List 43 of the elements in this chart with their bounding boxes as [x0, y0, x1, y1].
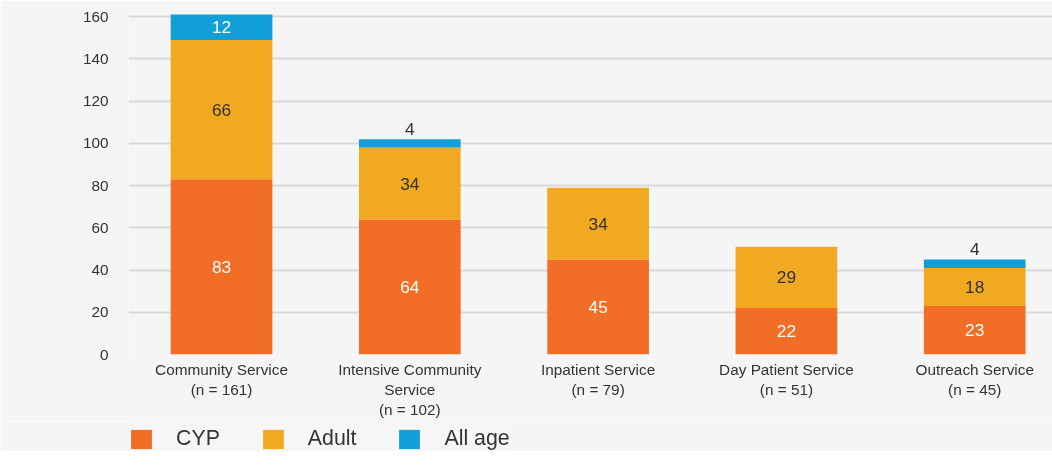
x-tick-label: Day Patient Service (n = 51)	[719, 360, 854, 398]
bar	[358, 147, 461, 220]
data-label: 22	[776, 321, 797, 342]
bar	[170, 179, 273, 355]
data-label: 45	[588, 297, 608, 317]
data-label: 4	[405, 119, 416, 140]
data-label: 83	[211, 256, 232, 277]
bar	[923, 259, 1026, 268]
data-label: 34	[588, 213, 609, 234]
bar	[170, 14, 273, 40]
y-tick-label: 160	[82, 7, 109, 25]
y-tick-label: 120	[82, 92, 109, 110]
bar	[547, 259, 649, 355]
data-label: 23	[965, 320, 985, 341]
bar	[735, 308, 838, 355]
y-tick-label: 60	[91, 218, 109, 236]
legend-label: CYP	[176, 426, 220, 451]
x-tick-label: Inpatient Service (n = 79)	[541, 360, 656, 398]
x-tick-label: Community Service (n = 161)	[155, 360, 288, 398]
bar	[923, 305, 1026, 355]
bar	[923, 267, 1026, 306]
x-tick-label: Intensive Community Service (n = 102)	[338, 360, 482, 419]
data-label: 64	[400, 276, 420, 297]
bar	[170, 39, 273, 180]
data-label: 34	[400, 173, 420, 194]
x-tick-label: Outreach Service (n = 45)	[915, 360, 1034, 398]
bar	[735, 246, 838, 309]
data-label: 29	[776, 267, 797, 288]
y-tick-label: 140	[82, 49, 109, 67]
bar	[358, 219, 461, 355]
legend-label: All age	[444, 426, 510, 451]
bar	[547, 187, 649, 260]
y-tick-label: 80	[91, 176, 109, 194]
bar	[358, 139, 461, 148]
legend-label: Adult	[307, 426, 357, 451]
data-label: 18	[965, 276, 985, 297]
data-label: 66	[211, 99, 232, 120]
y-tick-label: 0	[99, 345, 109, 363]
data-label: 4	[969, 239, 980, 260]
data-label: 12	[211, 17, 232, 38]
y-tick-label: 100	[82, 134, 109, 152]
y-tick-label: 40	[91, 261, 109, 279]
y-tick-label: 20	[91, 303, 109, 321]
